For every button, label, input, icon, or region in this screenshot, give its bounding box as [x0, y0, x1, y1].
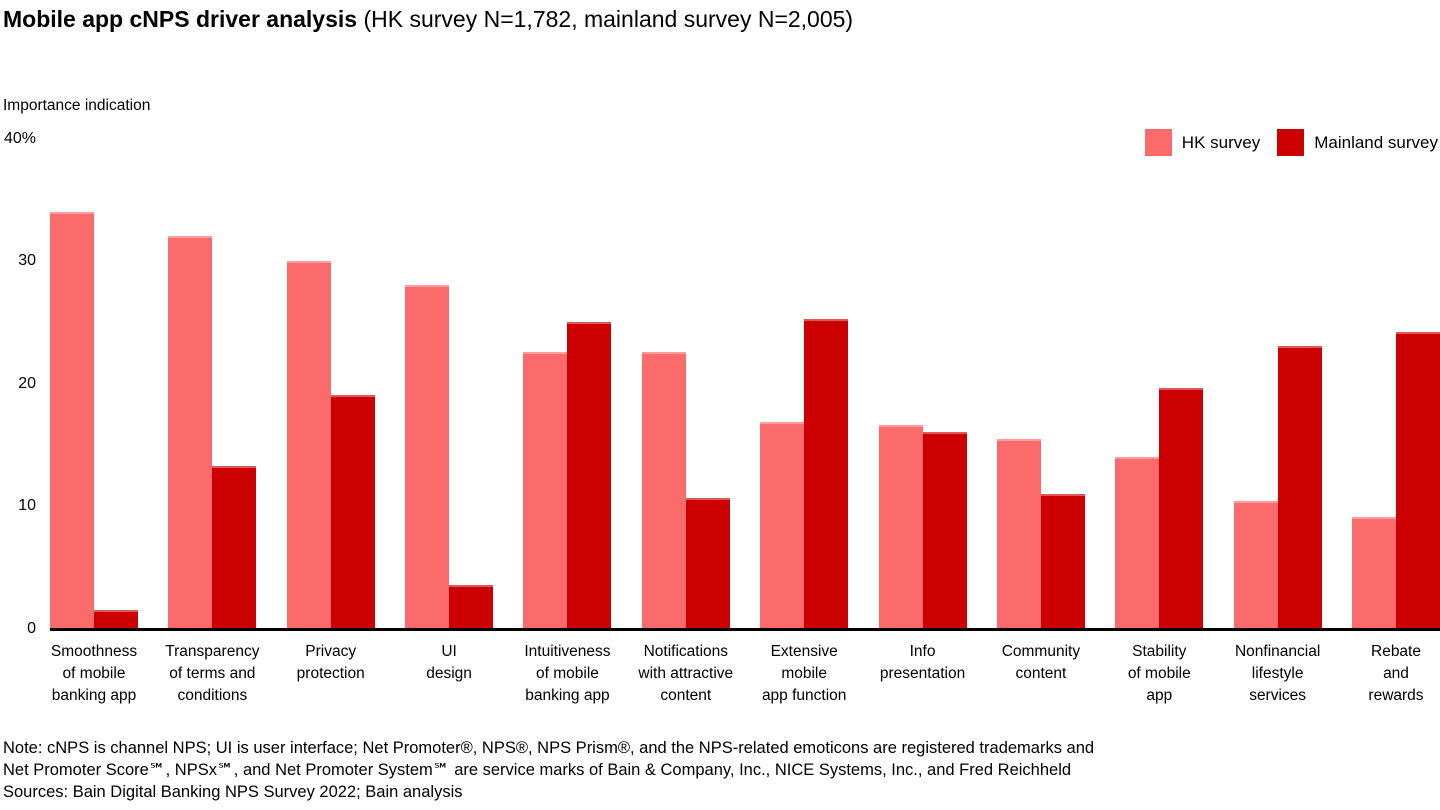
- category-label: Info presentation: [879, 643, 966, 682]
- bar-mainland: [804, 319, 849, 628]
- category-label: Smoothness of mobile banking app: [50, 643, 138, 704]
- bar-mainland: [567, 321, 612, 628]
- category-label: Transparency of terms and conditions: [165, 643, 260, 704]
- category-label: Notifications with attractive content: [638, 643, 734, 704]
- bar-mainland: [94, 609, 138, 628]
- chart-title-sample-info: (HK survey N=1,782, mainland survey N=2,…: [357, 6, 854, 32]
- y-tick-label: 30: [18, 252, 36, 269]
- legend-item-mainland: Mainland survey: [1277, 129, 1438, 156]
- y-tick-label: 0: [27, 619, 36, 637]
- bar-hk: [168, 236, 213, 628]
- legend-swatch-hk-icon: [1144, 129, 1172, 156]
- category-label: Nonfinancial lifestyle services: [1234, 643, 1321, 704]
- bar-mainland: [449, 585, 494, 628]
- y-tick-label: 10: [18, 497, 36, 514]
- footnote-note-line-1: Note: cNPS is channel NPS; UI is user in…: [3, 739, 1095, 757]
- x-axis-line: [50, 628, 1440, 631]
- legend-label-hk: HK survey: [1181, 133, 1261, 152]
- bar-mainland: [212, 466, 257, 628]
- y-tick-label: 20: [18, 374, 36, 392]
- bar-hk: [1233, 500, 1278, 628]
- bar-mainland: [1159, 387, 1204, 628]
- bar-hk: [50, 211, 94, 628]
- category-label: Intuitiveness of mobile banking app: [524, 643, 611, 704]
- y-tick-label: 40%: [3, 129, 36, 147]
- footnote-note-line-2: Net Promoter Score℠, NPSx℠, and Net Prom…: [3, 761, 1072, 779]
- bar-mainland: [685, 498, 730, 628]
- footnote-sources-line: Sources: Bain Digital Banking NPS Survey…: [3, 783, 463, 801]
- bar-hk: [286, 260, 331, 628]
- category-label: Community content: [1001, 643, 1081, 682]
- category-label: Rebate and rewards: [1368, 643, 1424, 704]
- bar-mainland: [922, 432, 967, 628]
- bar-mainland: [1040, 494, 1085, 628]
- bar-mainland: [1396, 331, 1440, 628]
- bar-mainland: [1277, 346, 1322, 628]
- category-label: Privacy protection: [296, 643, 365, 682]
- category-label: Stability of mobile app: [1127, 643, 1191, 704]
- footnote: Note: cNPS is channel NPS; UI is user in…: [3, 737, 1094, 803]
- bar-hk: [878, 424, 923, 628]
- bar-hk: [996, 439, 1041, 628]
- bar-hk: [523, 352, 568, 628]
- category-label: UI design: [426, 643, 472, 682]
- legend-label-mainland: Mainland survey: [1314, 133, 1438, 152]
- bar-hk: [760, 422, 805, 628]
- bar-hk: [405, 285, 450, 628]
- legend-swatch-mainland-icon: [1277, 129, 1305, 156]
- y-axis-title: Importance indication: [3, 97, 151, 114]
- category-label: Extensive mobile app function: [761, 643, 847, 704]
- plot-area: [50, 138, 1440, 631]
- legend: HK survey Mainland survey: [1144, 129, 1438, 156]
- bar-hk: [1352, 516, 1396, 628]
- chart-title: Mobile app cNPS driver analysis (HK surv…: [3, 5, 853, 33]
- bar-mainland: [330, 395, 375, 628]
- bar-hk: [641, 352, 686, 628]
- legend-item-hk: HK survey: [1144, 129, 1261, 156]
- chart-title-main: Mobile app cNPS driver analysis: [3, 6, 358, 32]
- bar-hk: [1115, 456, 1160, 628]
